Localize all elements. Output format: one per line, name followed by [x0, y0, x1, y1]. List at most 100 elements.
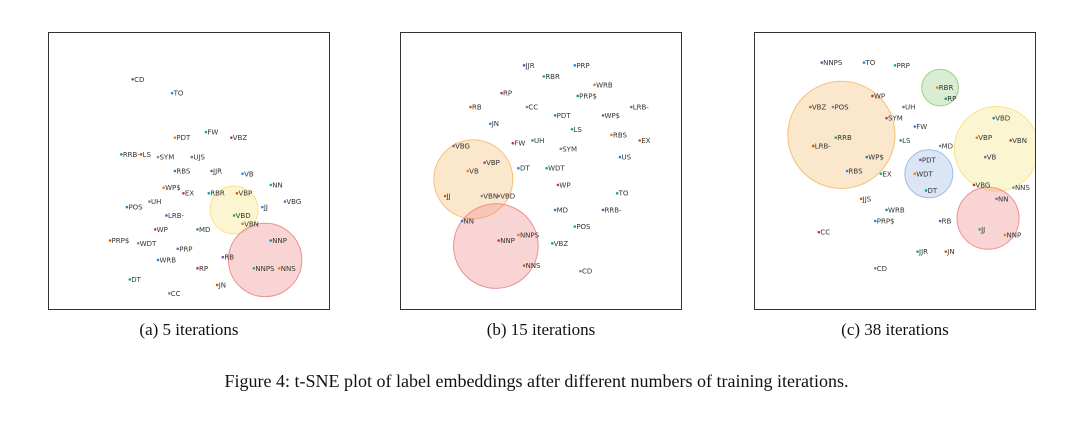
cluster-circle-red	[227, 222, 303, 298]
point-rrb	[601, 208, 605, 212]
point-label: RBR	[939, 84, 954, 92]
point-vb	[983, 155, 987, 159]
point-label: CC	[528, 104, 538, 112]
point-fw	[204, 130, 208, 134]
cluster-circle-yellow	[209, 185, 259, 235]
point-label: JJ	[263, 204, 268, 212]
point-label: JN	[491, 120, 499, 128]
point-label: RB	[224, 254, 234, 262]
point-label: NNP	[272, 237, 287, 245]
point-rp	[500, 91, 503, 95]
point-jn	[488, 122, 492, 126]
point-vbp	[975, 136, 979, 139]
point-label: VBZ	[554, 240, 569, 248]
point-label: PDT	[922, 156, 937, 164]
point-label: UH	[905, 104, 915, 112]
point-label: PRP	[897, 62, 910, 70]
point-nns	[1012, 186, 1015, 189]
point-vb	[466, 169, 469, 173]
point-label: JJ	[446, 193, 451, 201]
panel-c-plot: NNPS TO PRP RBR WP RP VBZ POS UH VBD SYM FW RRB VBP VB…	[754, 32, 1036, 310]
point-jn	[215, 283, 219, 287]
point-pos	[573, 225, 577, 228]
point-label: PDT	[557, 112, 572, 120]
point-label: MD	[557, 206, 568, 214]
point-wrb	[885, 208, 888, 212]
point-label: PRP	[576, 62, 589, 70]
point-label: EX	[641, 137, 650, 145]
point-label: VBZ	[233, 134, 248, 142]
point-label: WDT	[140, 240, 157, 248]
point-label: NNS	[281, 265, 296, 273]
point-label: NNPS	[823, 59, 843, 67]
point-wdt	[136, 241, 140, 245]
point-nn	[460, 219, 464, 223]
cluster-circle-blue	[904, 149, 954, 199]
point-dt	[924, 189, 928, 192]
point-label: LS	[902, 137, 911, 145]
point-label: RBR	[545, 73, 560, 81]
point-pdt	[173, 136, 177, 139]
point-label: RBS	[849, 168, 864, 176]
point-label: WP	[559, 181, 570, 189]
point-lrb	[165, 214, 168, 217]
point-label: WP$	[165, 184, 181, 192]
point-label: WP$	[868, 154, 884, 162]
panel-a-caption: (a) 5 iterations	[139, 320, 239, 339]
point-label: RBR	[210, 190, 225, 198]
point-wdt	[545, 166, 548, 170]
point-sym	[156, 155, 160, 159]
point-nnp	[497, 239, 500, 242]
point-label: WP$	[605, 112, 621, 120]
point-ls	[570, 128, 574, 131]
tsne-scatter-b: JJR PRP RBR WRB RP PRP$ RB CC LRB- PDT WP$ JN LS RBS F…	[400, 32, 682, 310]
point-nnp	[269, 239, 273, 242]
point-label: RB	[472, 104, 482, 112]
point-prp	[576, 94, 579, 98]
point-wp	[871, 94, 874, 98]
point-wdt	[913, 172, 917, 176]
point-label: CD	[134, 76, 144, 84]
point-label: WRB	[888, 206, 905, 214]
point-vbz	[230, 136, 233, 139]
figure-caption: Figure 4: t-SNE plot of label embeddings…	[224, 371, 849, 391]
point-wrb	[593, 83, 596, 87]
point-cc	[817, 230, 821, 234]
point-rrb	[834, 136, 838, 139]
point-label: VB	[987, 154, 997, 162]
point-vbd	[232, 214, 236, 217]
point-pdt	[553, 114, 557, 117]
point-wp	[865, 155, 869, 159]
point-label: JJR	[525, 62, 535, 70]
point-label: NNP	[1006, 231, 1021, 239]
point-us	[618, 155, 622, 159]
point-label: RP	[199, 265, 208, 273]
point-rp	[196, 267, 199, 270]
cluster-circle-red	[956, 186, 1020, 250]
point-label: TO	[618, 190, 629, 198]
point-label: VBP	[978, 134, 992, 142]
point-pos	[125, 205, 129, 209]
point-nnps	[517, 233, 520, 237]
point-rb	[938, 219, 942, 223]
point-nn	[269, 183, 273, 187]
point-rb	[221, 255, 225, 259]
point-label: WP	[874, 92, 885, 100]
point-ls	[899, 139, 902, 142]
point-vbg	[972, 183, 976, 187]
point-vbg	[452, 144, 455, 148]
point-rp	[944, 97, 948, 101]
point-wrb	[156, 258, 160, 262]
point-label: RRB-	[605, 206, 623, 214]
point-jjr	[916, 250, 919, 253]
point-label: US	[621, 154, 631, 162]
point-uh	[531, 139, 534, 142]
point-rbs	[845, 169, 849, 173]
point-ex	[879, 172, 883, 176]
point-jjr	[522, 64, 526, 67]
point-label: TO	[173, 90, 184, 98]
point-label: EX	[882, 170, 891, 178]
point-label: PRP$	[579, 92, 597, 100]
point-label: DT	[928, 187, 938, 195]
point-label: POS	[128, 204, 143, 212]
